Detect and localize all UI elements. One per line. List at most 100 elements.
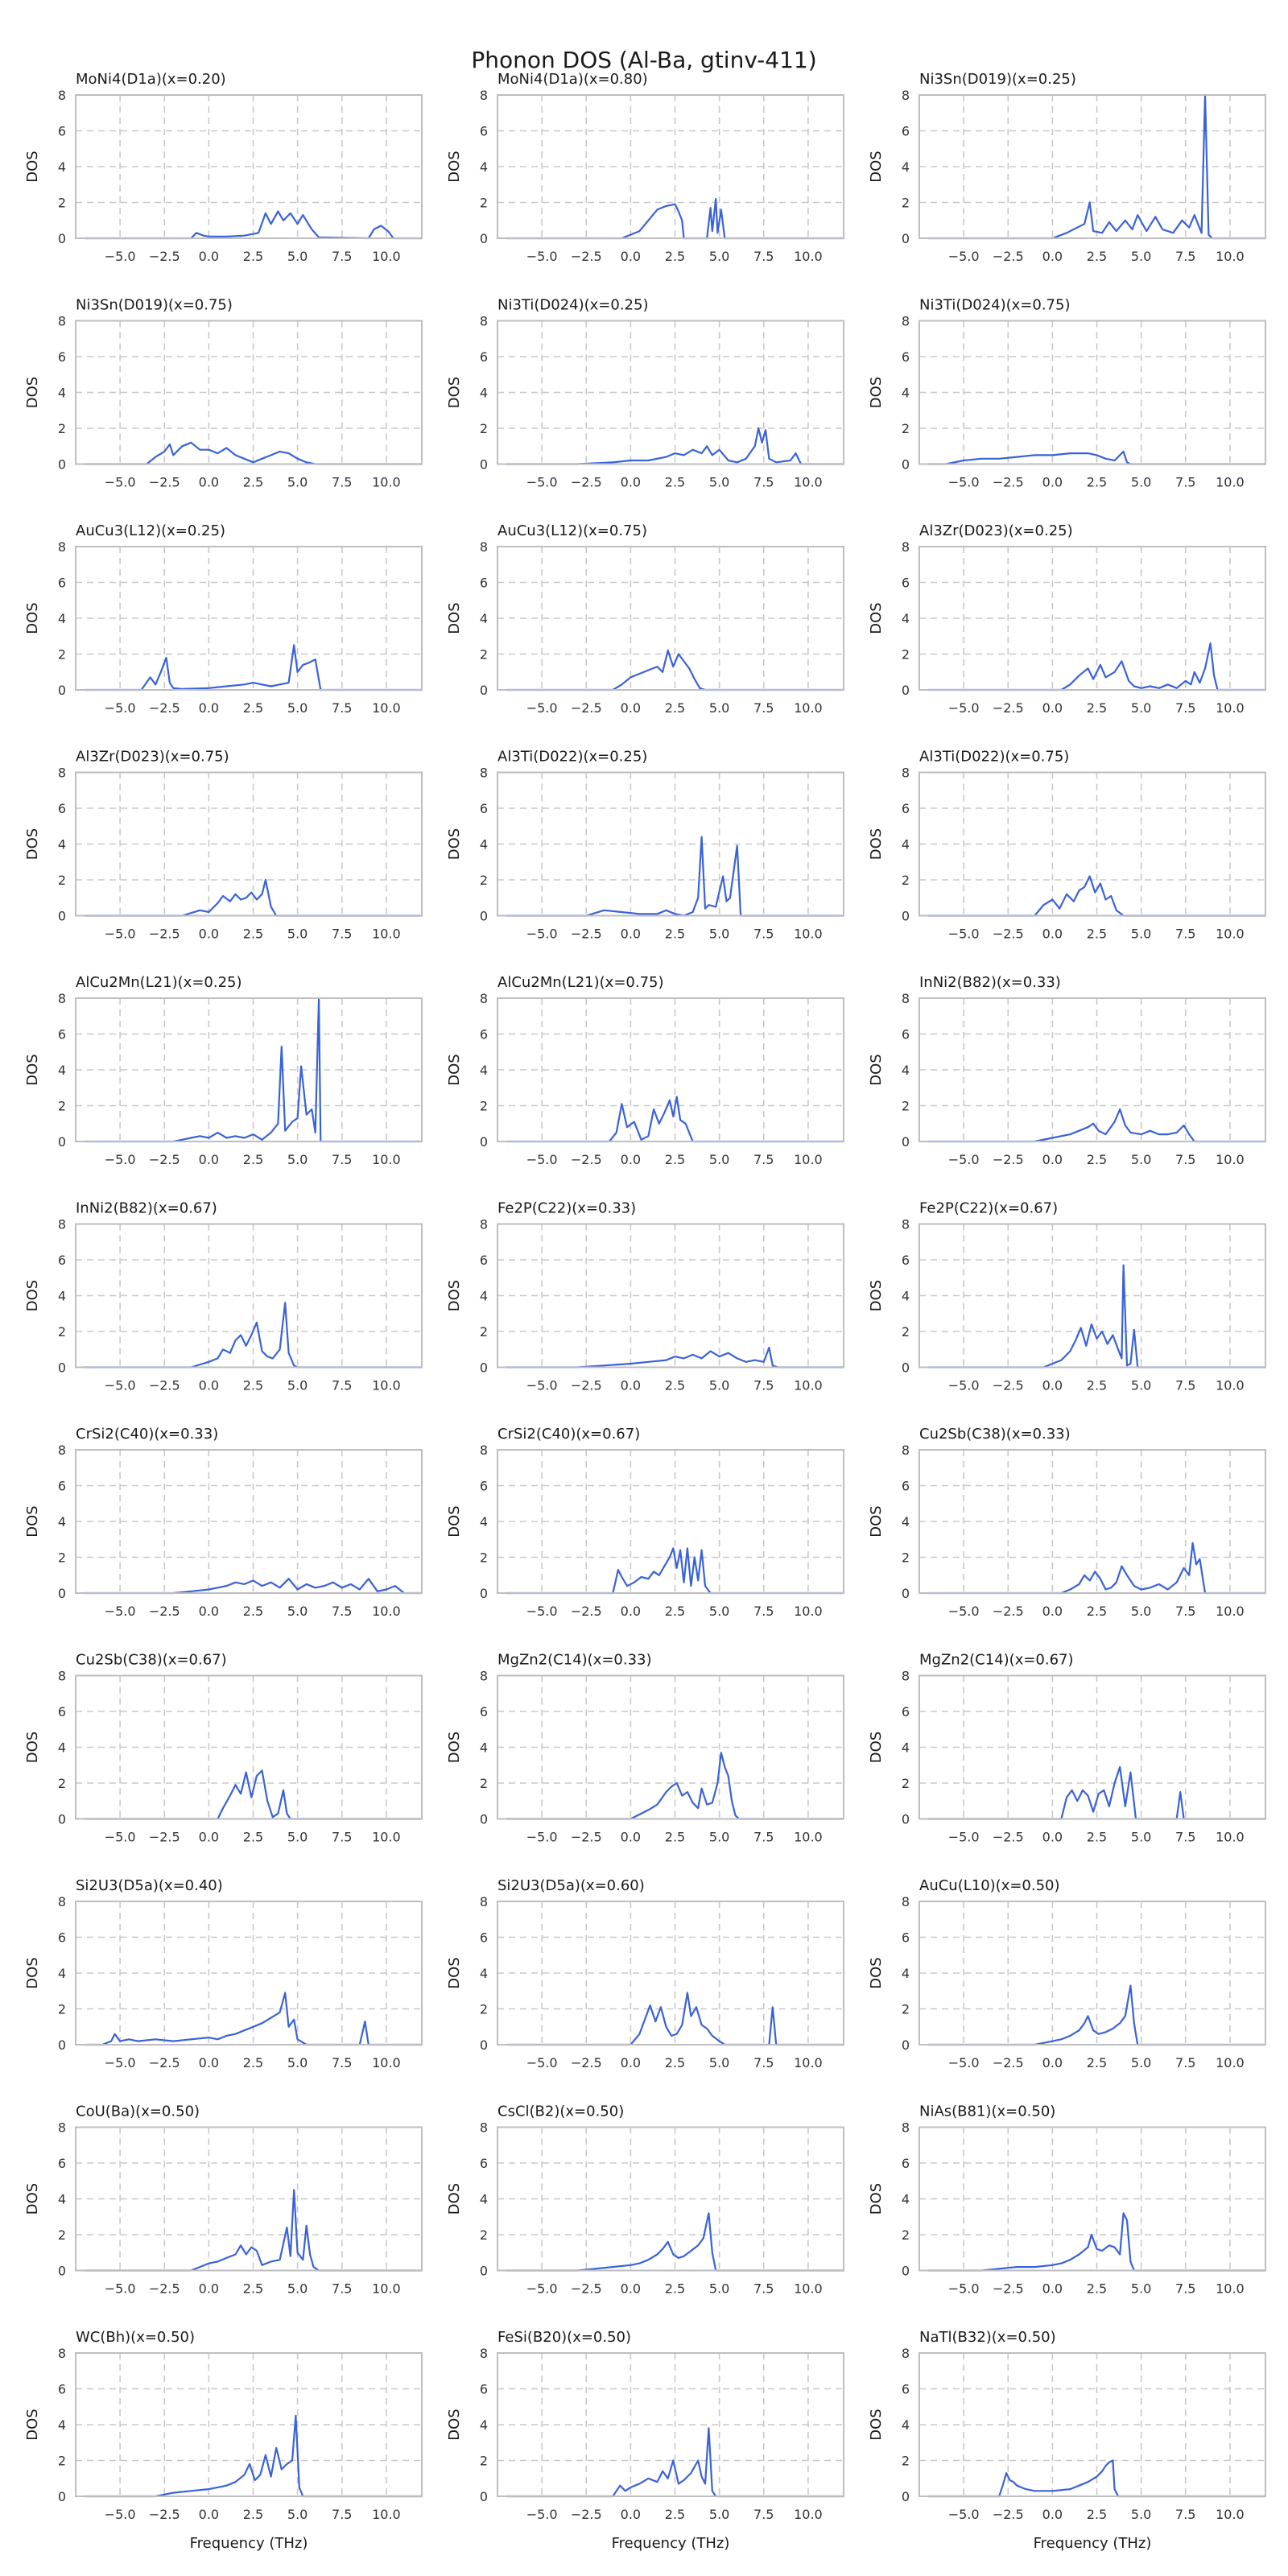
dos-panel: −5.0 −2.5 0.0 2.5 5.0 7.5 10.0 0 2 4 6 8 DOS CrSi2(C4… [446, 1426, 844, 1619]
y-tick-label: 8 [58, 1894, 66, 1909]
panel-title: MgZn2(C14)(x=0.33) [497, 1652, 652, 1669]
panel-title: CrSi2(C40)(x=0.33) [76, 1426, 218, 1443]
y-tick-label: 2 [58, 196, 66, 211]
dos-panel: −5.0 −2.5 0.0 2.5 5.0 7.5 10.0 0 2 4 6 8 DOS Ni3Sn(D0… [868, 71, 1266, 264]
x-tick-label: −2.5 [149, 700, 180, 716]
x-tick-label: 0.0 [621, 700, 641, 716]
x-tick-label: 0.0 [621, 2281, 641, 2297]
y-axis-label: DOS [446, 1957, 463, 1988]
dos-series-line [85, 441, 422, 465]
plot-frame [75, 1449, 423, 1594]
y-tick-label: 6 [902, 1253, 910, 1268]
x-tick-label: −2.5 [149, 927, 180, 942]
x-tick-label: 7.5 [753, 249, 774, 264]
x-tick-label: −5.0 [105, 700, 136, 716]
panel-title: AuCu(L10)(x=0.50) [919, 1877, 1060, 1894]
y-tick-label: 0 [902, 1360, 910, 1376]
y-tick-label: 8 [58, 2346, 66, 2361]
y-tick-label: 8 [480, 991, 488, 1006]
plot-frame [497, 1674, 844, 1820]
x-tick-label: 0.0 [199, 1152, 219, 1167]
x-tick-label: −2.5 [993, 1830, 1024, 1845]
x-tick-label: 0.0 [1042, 249, 1063, 264]
plot-frame [75, 771, 423, 917]
dos-panel: −5.0 −2.5 0.0 2.5 5.0 7.5 10.0 0 2 4 6 8 DOS AuCu(L10… [868, 1877, 1266, 2070]
y-tick-label: 2 [902, 873, 910, 888]
x-tick-label: 5.0 [287, 249, 308, 264]
y-tick-label: 6 [480, 1930, 488, 1946]
y-tick-label: 2 [480, 2227, 488, 2243]
panel-title: Ni3Sn(D019)(x=0.25) [919, 71, 1076, 88]
x-tick-label: 0.0 [621, 2055, 641, 2070]
y-tick-label: 6 [480, 576, 488, 591]
dos-series-line [928, 875, 1265, 917]
y-tick-label: 4 [58, 386, 66, 401]
x-tick-label: −5.0 [948, 927, 980, 942]
x-tick-label: −5.0 [948, 1830, 980, 1845]
x-tick-label: 7.5 [332, 249, 352, 264]
plot-frame [919, 2352, 1266, 2497]
y-tick-label: 8 [480, 88, 488, 103]
y-tick-label: 6 [58, 1704, 66, 1719]
y-tick-label: 6 [480, 1253, 488, 1268]
y-tick-label: 2 [58, 1550, 66, 1566]
y-tick-label: 0 [58, 1134, 66, 1150]
dos-panel: −5.0 −2.5 0.0 2.5 5.0 7.5 10.0 0 2 4 6 8 DOS Ni3Sn(D0… [24, 297, 423, 490]
dos-series-line [85, 210, 422, 240]
x-tick-label: 10.0 [1216, 249, 1245, 264]
panel-title: Cu2Sb(C38)(x=0.67) [76, 1652, 227, 1669]
x-tick-label: 10.0 [372, 475, 401, 490]
x-tick-label: 10.0 [372, 700, 401, 716]
y-tick-label: 6 [58, 801, 66, 816]
x-tick-label: 0.0 [199, 249, 219, 264]
x-tick-label: 2.5 [243, 475, 263, 490]
panel-title: Fe2P(C22)(x=0.33) [497, 1200, 636, 1217]
x-tick-label: 0.0 [199, 1830, 219, 1845]
plot-frame [497, 1449, 844, 1594]
x-tick-label: 2.5 [665, 2055, 685, 2070]
y-axis-label: DOS [24, 1732, 41, 1763]
x-tick-label: 2.5 [1087, 927, 1107, 942]
x-tick-label: −2.5 [993, 249, 1024, 264]
y-axis-label: DOS [24, 828, 41, 860]
x-tick-label: 7.5 [753, 1378, 774, 1393]
plot-frame [919, 94, 1266, 239]
y-tick-label: 4 [902, 1514, 910, 1530]
y-tick-label: 6 [58, 1930, 66, 1946]
y-tick-label: 6 [480, 1704, 488, 1719]
y-tick-label: 4 [480, 2417, 488, 2433]
y-tick-label: 0 [58, 2489, 66, 2504]
y-tick-label: 2 [480, 647, 488, 663]
y-axis-label: DOS [446, 602, 463, 634]
y-tick-label: 6 [480, 801, 488, 816]
y-tick-label: 2 [58, 873, 66, 888]
dos-panel: −5.0 −2.5 0.0 2.5 5.0 7.5 10.0 0 2 4 6 8 DOS InNi2(B8… [24, 1200, 423, 1393]
y-tick-label: 2 [902, 1550, 910, 1566]
dos-panel: −5.0 −2.5 0.0 2.5 5.0 7.5 10.0 0 2 4 6 8 DOS Al3Ti(D0… [446, 749, 844, 942]
x-tick-label: 0.0 [1042, 1378, 1063, 1393]
panel-title: NiAs(B81)(x=0.50) [919, 2103, 1055, 2120]
x-tick-label: 7.5 [753, 1152, 774, 1167]
x-tick-label: 2.5 [243, 927, 263, 942]
x-tick-label: −2.5 [993, 475, 1024, 490]
panel-title: MoNi4(D1a)(x=0.20) [76, 71, 226, 88]
x-tick-label: 5.0 [287, 2055, 308, 2070]
x-tick-label: 7.5 [753, 2055, 774, 2070]
y-tick-label: 8 [902, 88, 910, 103]
y-axis-label: DOS [24, 2409, 41, 2440]
x-tick-label: 2.5 [665, 2281, 685, 2297]
y-tick-label: 4 [58, 1740, 66, 1756]
y-tick-label: 4 [480, 1289, 488, 1304]
y-axis-label: DOS [868, 1957, 885, 1988]
y-tick-label: 0 [480, 1586, 488, 1601]
y-tick-label: 2 [58, 1776, 66, 1791]
x-tick-label: 2.5 [243, 700, 263, 716]
plot-frame [75, 997, 423, 1142]
y-axis-label: DOS [868, 1732, 885, 1763]
x-tick-label: −2.5 [149, 2507, 180, 2522]
x-tick-label: 5.0 [287, 1152, 308, 1167]
x-tick-label: 10.0 [372, 249, 401, 264]
y-tick-label: 0 [902, 683, 910, 698]
y-tick-label: 0 [902, 2489, 910, 2504]
